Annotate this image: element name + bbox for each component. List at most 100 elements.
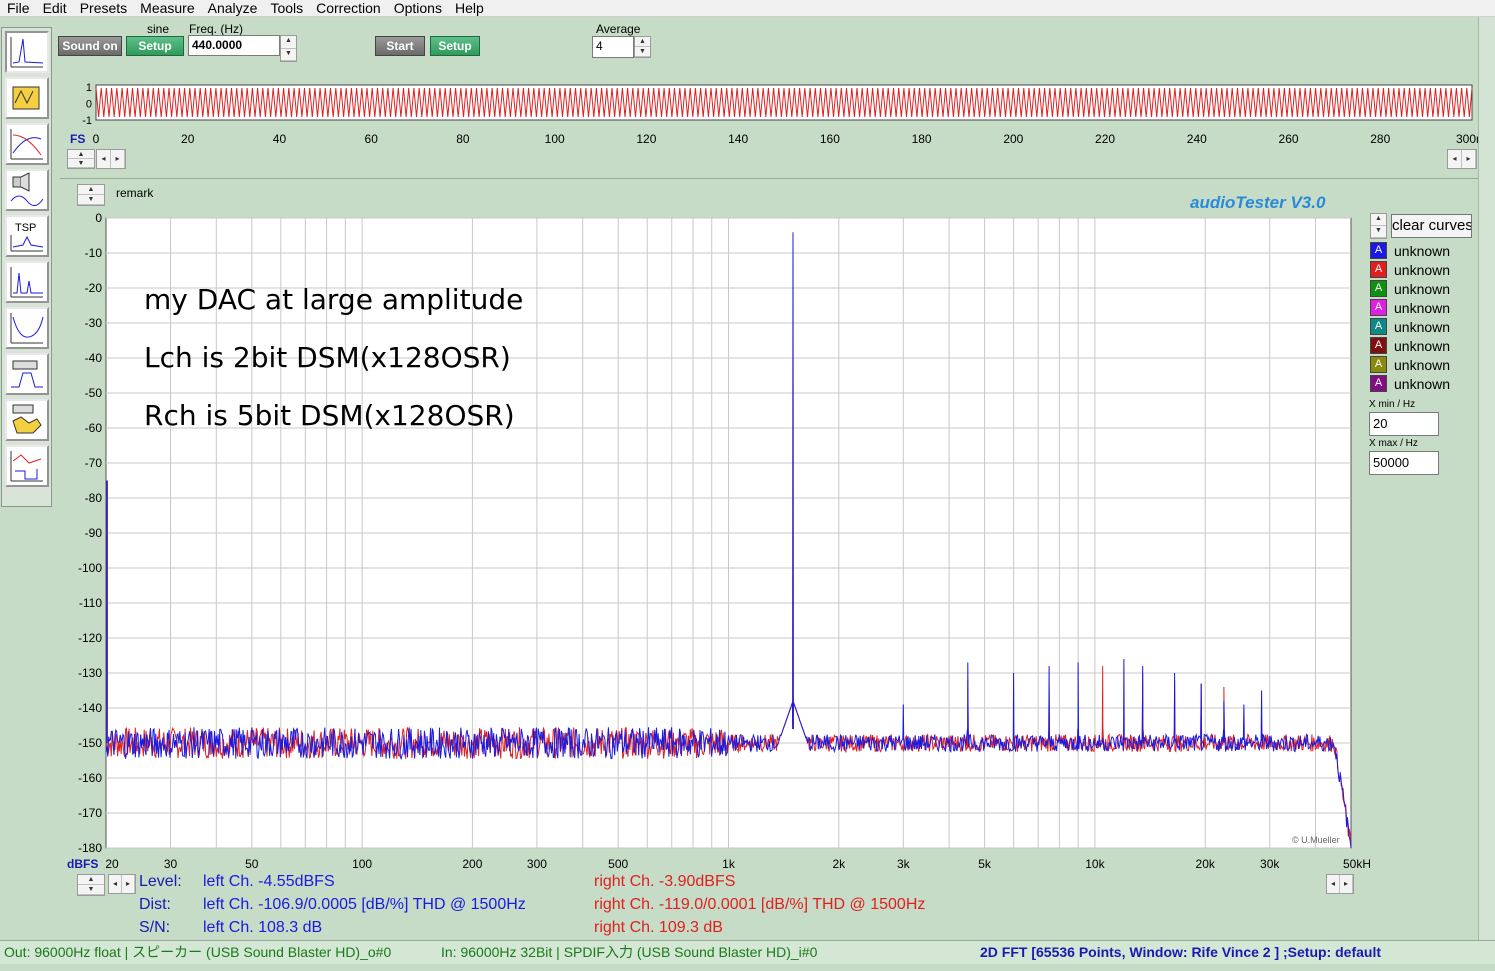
fft-y-spinner[interactable]: ▲ ▼: [77, 184, 105, 206]
menu-help[interactable]: Help: [454, 0, 484, 16]
scope-x-tick: 120: [636, 132, 656, 146]
scope-x-tick: 200: [1003, 132, 1023, 146]
left-sn-value: left Ch. 108.3 dB: [203, 919, 323, 936]
fft-chart: 0 -10 -20 -30 -40 -50 -60 -70 -80 -90 -100 -110 -120…: [67, 211, 1370, 871]
speaker-measure-icon[interactable]: [5, 169, 49, 211]
legend-label: unknown: [1394, 337, 1451, 354]
scope-y-spinner[interactable]: ▲ ▼: [67, 149, 95, 169]
fft-y-tick: 0: [95, 211, 102, 225]
legend-label: unknown: [1394, 375, 1451, 392]
legend-color-swatch[interactable]: A: [1370, 356, 1387, 373]
divider: [60, 178, 1478, 179]
menu-options[interactable]: Options: [393, 0, 442, 16]
impedance-icon[interactable]: [5, 307, 49, 349]
menu-analyze[interactable]: Analyze: [207, 0, 258, 16]
legend-color-swatch[interactable]: A: [1370, 337, 1387, 354]
analyzer-setup-button[interactable]: Setup: [430, 36, 480, 56]
note-line-2: Lch is 2bit DSM(x128OSR): [144, 341, 511, 374]
legend-color-swatch[interactable]: A: [1370, 261, 1387, 278]
sound-on-button[interactable]: Sound on: [58, 36, 122, 56]
menu-presets[interactable]: Presets: [79, 0, 128, 16]
sn-label: S/N:: [139, 919, 171, 936]
xmin-input[interactable]: 20: [1369, 412, 1439, 436]
tsp-icon[interactable]: TSP: [5, 215, 49, 257]
scope-waveform: [95, 87, 1473, 118]
fft-x-tick: 20: [105, 857, 119, 871]
right-scrollbar[interactable]: [1478, 17, 1495, 940]
fft-x-tick: 2k: [832, 857, 846, 871]
menu-file[interactable]: File: [7, 0, 30, 16]
fft-y-tick: -110: [79, 596, 102, 610]
level-label: Level:: [139, 873, 182, 890]
note-line-1: my DAC at large amplitude: [144, 283, 524, 316]
status-input: In: 96000Hz 32Bit | SPDIF入力 (USB Sound B…: [441, 944, 818, 960]
fft-scroll-left[interactable]: ◂ ▸: [108, 874, 136, 894]
menu-measure[interactable]: Measure: [140, 0, 195, 16]
scope-y-tick: -1: [82, 115, 92, 127]
scope-x-tick: 20: [181, 132, 195, 146]
menu-edit[interactable]: Edit: [42, 0, 67, 16]
scope-scroll-right[interactable]: ◂ ▸: [1447, 149, 1477, 169]
spectrum-icon[interactable]: [5, 261, 49, 303]
status-output: Out: 96000Hz float | スピーカー (USB Sound Bl…: [4, 944, 392, 960]
fft-y-tick: -40: [85, 351, 103, 365]
legend-color-swatch[interactable]: A: [1370, 280, 1387, 297]
sweep-icon[interactable]: [5, 399, 49, 441]
fft-y-tick: -80: [85, 491, 103, 505]
menu-correction[interactable]: Correction: [316, 0, 381, 16]
fft-y-tick: -70: [85, 456, 103, 470]
average-spinner[interactable]: ▲ ▼: [634, 36, 651, 58]
fft-mode-icon[interactable]: [5, 31, 49, 73]
fft-x-spinner[interactable]: ▲ ▼: [77, 874, 105, 896]
right-dist-value: right Ch. -119.0/0.0001 [dB/%] THD @ 150…: [594, 896, 926, 913]
scope-x-tick: 180: [912, 132, 932, 146]
frequency-spinner[interactable]: ▲ ▼: [280, 35, 297, 62]
average-label: Average: [596, 22, 641, 36]
scope-fs-label: FS: [70, 132, 85, 146]
scope-x-tick: 280: [1370, 132, 1390, 146]
fft-y-tick: -120: [78, 631, 102, 645]
fft-series-line: [105, 233, 1352, 849]
generator-setup-button[interactable]: Setup: [126, 36, 184, 56]
frequency-input[interactable]: 440.0000: [188, 35, 280, 56]
clear-curves-button[interactable]: clear curves: [1391, 214, 1472, 238]
scope-x-tick: 60: [365, 132, 379, 146]
left-level-value: left Ch. -4.55dBFS: [203, 873, 335, 890]
mode-toolbar: TSP: [1, 27, 52, 507]
legend-color-swatch[interactable]: A: [1370, 299, 1387, 316]
frequency-response-icon[interactable]: [5, 123, 49, 165]
status-bar: Out: 96000Hz float | スピーカー (USB Sound Bl…: [0, 940, 1495, 964]
status-fft-setup: 2D FFT [65536 Points, Window: Rife Vince…: [980, 944, 1381, 960]
scope-y-tick: 0: [86, 99, 92, 111]
legend-spinner[interactable]: ▲ ▼: [1370, 213, 1387, 239]
legend-color-swatch[interactable]: A: [1370, 375, 1387, 392]
scope-x-tick: 140: [728, 132, 748, 146]
scope-view: 10-1FS 0 20 40 60 80 100 120 140 160 180 200 220 240 2…: [70, 82, 1478, 146]
scope-x-tick: 240: [1187, 132, 1207, 146]
menu-tools[interactable]: Tools: [270, 0, 304, 16]
fft-y-tick: -150: [78, 736, 102, 750]
start-button[interactable]: Start: [375, 36, 425, 56]
legend-color-swatch[interactable]: A: [1370, 242, 1387, 259]
scope-scroll-left[interactable]: ◂ ▸: [96, 149, 126, 169]
right-sn-value: right Ch. 109.3 dB: [594, 919, 723, 936]
legend-color-swatch[interactable]: A: [1370, 318, 1387, 335]
filter-icon[interactable]: [5, 353, 49, 395]
fft-scroll-right[interactable]: ◂ ▸: [1326, 874, 1354, 894]
fft-x-tick: 10k: [1085, 857, 1105, 871]
xmax-input[interactable]: 50000: [1369, 451, 1439, 475]
fft-x-tick: 5k: [978, 857, 992, 871]
distortion-icon[interactable]: [5, 445, 49, 487]
remark-label[interactable]: remark: [116, 186, 154, 200]
scope-mode-icon[interactable]: [5, 77, 49, 119]
note-line-3: Rch is 5bit DSM(x128OSR): [144, 399, 515, 432]
average-input[interactable]: 4: [592, 36, 634, 58]
